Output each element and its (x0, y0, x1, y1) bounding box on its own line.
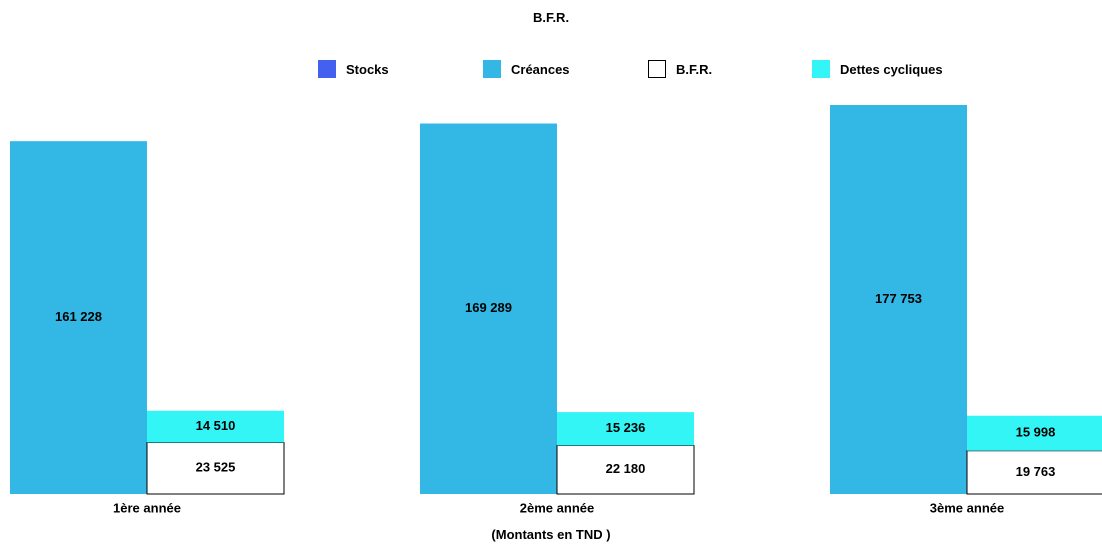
dettes-cycliques-bar (967, 415, 1102, 451)
legend-label-bfr: B.F.R. (676, 61, 713, 77)
legend-label-creances: Créances (511, 61, 570, 77)
legend-item-dettes-cycliques: Dettes cycliques (812, 58, 943, 80)
creances-bar (830, 105, 967, 494)
legend-swatch-stocks (318, 60, 336, 78)
dettes-cycliques-bar (147, 410, 284, 443)
dettes-cycliques-value-label: 15 998 (1016, 425, 1056, 440)
legend-item-bfr: B.F.R. (648, 58, 712, 80)
unit-label: (Montants en TND ) (491, 527, 611, 542)
legend-swatch-dettes-cycliques (812, 60, 830, 78)
category-label: 1ère année (113, 500, 181, 515)
dettes-cycliques-value-label: 15 236 (606, 420, 646, 435)
legend-label-dettes-cycliques: Dettes cycliques (840, 61, 943, 77)
dettes-cycliques-value-label: 14 510 (196, 418, 236, 433)
legend-swatch-bfr (648, 60, 666, 78)
bfr-bar (146, 442, 285, 495)
creances-value-label: 177 753 (875, 291, 922, 306)
creances-value-label: 169 289 (465, 300, 512, 315)
creances-bar (10, 141, 147, 494)
category-label: 2ème année (520, 500, 594, 515)
creances-value-label: 161 228 (55, 309, 102, 324)
legend-item-stocks: Stocks (318, 58, 389, 80)
bfr-bar (966, 450, 1102, 495)
legend-label-stocks: Stocks (346, 61, 389, 77)
chart-title: B.F.R. (532, 10, 570, 25)
dettes-cycliques-bar (557, 412, 694, 446)
category-label: 3ème année (930, 500, 1004, 515)
creances-bar (420, 123, 557, 494)
legend-swatch-creances (483, 60, 501, 78)
bfr-value-label: 22 180 (606, 461, 646, 476)
legend-item-creances: Créances (483, 58, 570, 80)
bfr-value-label: 19 763 (1016, 464, 1056, 479)
bfr-value-label: 23 525 (196, 460, 236, 475)
